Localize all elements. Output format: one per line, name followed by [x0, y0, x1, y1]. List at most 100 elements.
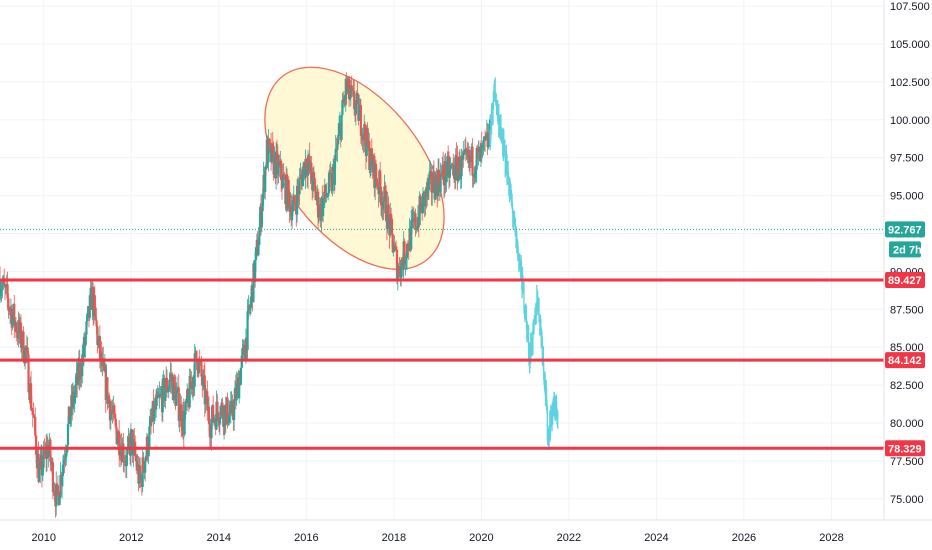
candle-body: [208, 424, 211, 438]
candle-body: [24, 347, 27, 364]
candle-body: [314, 186, 317, 201]
candle-body: [471, 146, 474, 176]
candle-body: [0, 291, 2, 296]
candle-body: [142, 457, 145, 471]
candle-body: [246, 311, 249, 351]
candle-body: [148, 426, 151, 450]
candle-body: [282, 174, 285, 178]
candle-body: [58, 497, 61, 506]
candle-body: [392, 251, 395, 253]
candle-body: [98, 336, 101, 360]
candle-body: [254, 247, 258, 260]
candle-body: [270, 143, 274, 162]
countdown-label: 2d 7h: [893, 244, 922, 256]
candle-body: [150, 419, 154, 423]
candle-body: [449, 165, 452, 168]
candle-body: [134, 455, 138, 462]
candle-body: [458, 156, 462, 179]
candle-body: [122, 443, 125, 462]
price-tick-label: 75.000: [890, 494, 924, 506]
candle-body: [178, 415, 181, 421]
candle-body: [47, 449, 50, 457]
candle-body: [444, 161, 447, 183]
candle-body: [207, 406, 211, 425]
candle-body: [370, 148, 373, 159]
candle-body: [390, 213, 393, 219]
candle-body: [175, 392, 178, 406]
candle-body: [280, 160, 283, 181]
candle-body: [281, 174, 284, 188]
candle-body: [421, 192, 425, 214]
candle-body: [66, 423, 70, 446]
candle-body: [210, 418, 213, 439]
time-tick-label: 2018: [382, 532, 406, 544]
candle-body: [238, 377, 241, 399]
candle-body: [144, 455, 148, 461]
candle-body: [352, 88, 355, 91]
candle-body: [228, 413, 232, 415]
candle-body: [128, 437, 131, 442]
candle-body: [268, 138, 271, 144]
highlight-ellipse: [264, 66, 445, 270]
candle-body: [29, 383, 33, 408]
candle-body: [348, 78, 351, 100]
candle-body: [322, 199, 325, 217]
candle-body: [489, 119, 492, 140]
candle-body: [113, 413, 117, 419]
candle-body: [183, 414, 186, 435]
candle-body: [296, 185, 299, 215]
candle-body: [200, 361, 203, 377]
candle-body: [275, 151, 279, 154]
time-axis[interactable]: 2010 2012 2014 2016 2018 2020 2022 2024 2026 2028: [32, 532, 844, 544]
candle-body: [240, 355, 243, 368]
candle-body: [457, 169, 460, 182]
candle-body: [356, 93, 359, 95]
candle-body: [465, 149, 468, 154]
time-tick-label: 2026: [732, 532, 756, 544]
candle-body: [161, 378, 164, 413]
candle-body: [13, 304, 16, 326]
candle-body: [216, 401, 219, 413]
candle-body: [4, 285, 7, 288]
candle-body: [127, 437, 130, 447]
candle-body: [450, 165, 453, 167]
candle-body: [114, 418, 117, 428]
price-tick-label: 77.500: [890, 456, 924, 468]
candle-body: [375, 178, 378, 187]
candle-body: [286, 180, 289, 209]
candle-body: [146, 436, 149, 457]
candle-body: [177, 387, 180, 421]
highlight-ellipse-layer: [264, 66, 445, 270]
candle-body: [37, 453, 40, 482]
candle-body: [353, 90, 356, 109]
candle-body: [215, 401, 218, 430]
price-axis[interactable]: 75.00077.50080.00082.50085.00087.50090.0…: [890, 1, 930, 506]
candle-body: [306, 162, 310, 176]
candle-body: [219, 406, 222, 419]
price-badges: 89.427 84.142 78.329 92.767 2d 7h: [885, 221, 925, 457]
candle-body: [248, 305, 251, 310]
candle-body: [304, 158, 307, 178]
candle-body: [260, 211, 263, 228]
candle-body: [217, 412, 220, 422]
candle-body: [26, 347, 29, 355]
candle-body: [261, 193, 264, 212]
candle-body: [427, 178, 430, 191]
candle-body: [109, 410, 112, 421]
candle-body: [383, 186, 386, 202]
candle-body: [149, 418, 152, 427]
candle-body: [197, 359, 201, 374]
candle-body: [322, 198, 326, 200]
candle-body: [400, 259, 403, 279]
candle-body: [204, 392, 207, 405]
support-price-label: 84.142: [888, 355, 922, 367]
candle-body: [56, 485, 60, 492]
candle-body: [139, 465, 142, 480]
candle-body: [84, 334, 87, 346]
candle-body: [305, 158, 308, 168]
price-tick-label: 87.500: [890, 304, 924, 316]
candle-body: [418, 195, 421, 226]
price-tick-label: 85.000: [890, 342, 924, 354]
candle-body: [133, 438, 136, 442]
